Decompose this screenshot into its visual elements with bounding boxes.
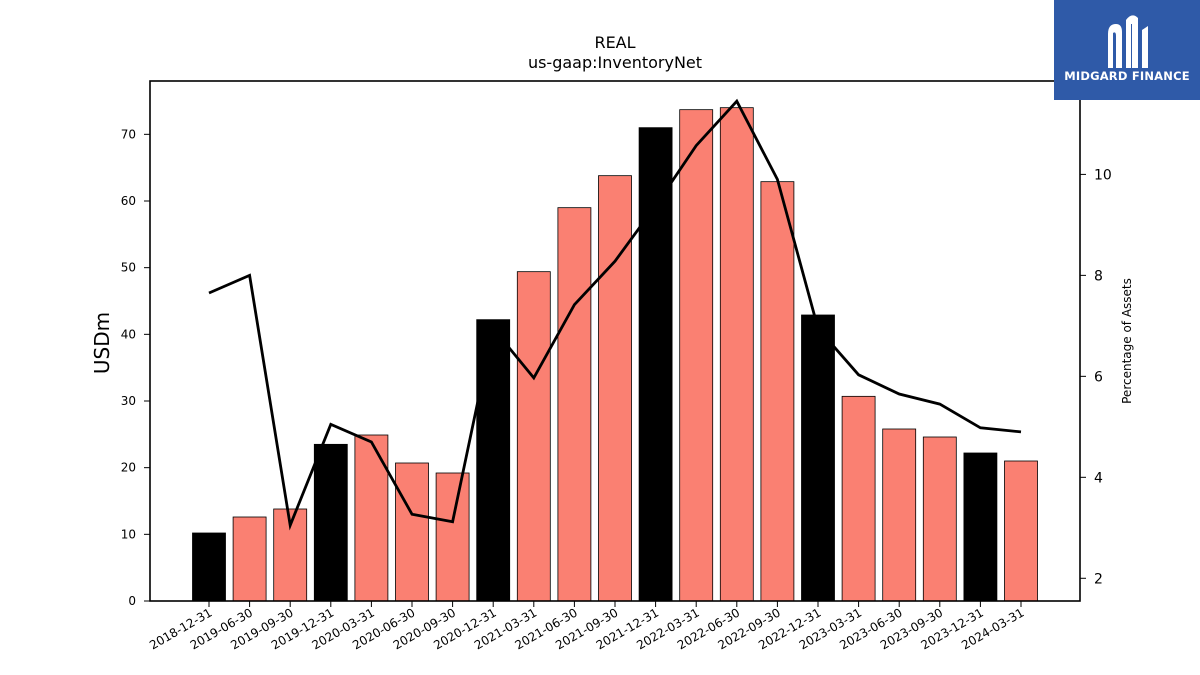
y-tick-label: 60 (121, 194, 136, 208)
y-tick-label: 30 (121, 394, 136, 408)
y-tick-label: 50 (121, 261, 136, 275)
chart-title: REAL (594, 33, 635, 52)
bar (638, 127, 673, 602)
bar (313, 443, 348, 602)
bar (922, 436, 957, 602)
bar (882, 428, 917, 602)
line-group (208, 98, 1022, 531)
bar (760, 181, 795, 602)
y-tick-label: 0 (128, 594, 136, 608)
y2-tick-label: 10 (1094, 167, 1112, 183)
bar (232, 516, 267, 602)
y-tick-label: 70 (121, 127, 136, 141)
bar (1004, 460, 1038, 602)
bar (192, 532, 226, 602)
bar (516, 271, 551, 602)
bar (679, 109, 714, 602)
bar (963, 452, 998, 602)
bar (476, 319, 511, 602)
y-tick-label: 20 (121, 461, 136, 475)
bar (557, 207, 592, 602)
midgard-finance-logo: MIDGARD FINANCE (1054, 0, 1200, 100)
bar (719, 107, 754, 602)
bar (841, 395, 876, 602)
y-tick-label: 10 (121, 527, 136, 541)
logo-text: MIDGARD FINANCE (1064, 69, 1190, 83)
y2-tick-label: 8 (1094, 268, 1103, 284)
y2-tick-label: 6 (1094, 369, 1103, 385)
y2-tick-label: 4 (1094, 470, 1103, 486)
bar (801, 314, 835, 602)
midgard-logo-icon (1108, 15, 1148, 68)
bar-group (192, 107, 1038, 602)
bar (395, 462, 429, 602)
y-axis-label: USDm (90, 312, 114, 374)
y-tick-label: 40 (121, 327, 136, 341)
percentage-of-assets-line (208, 98, 1022, 531)
bar (598, 175, 632, 602)
bar (435, 472, 470, 602)
y2-tick-label: 2 (1094, 571, 1103, 587)
chart-subtitle: us-gaap:InventoryNet (528, 53, 702, 72)
y2-axis-label: Percentage of Assets (1120, 278, 1134, 404)
